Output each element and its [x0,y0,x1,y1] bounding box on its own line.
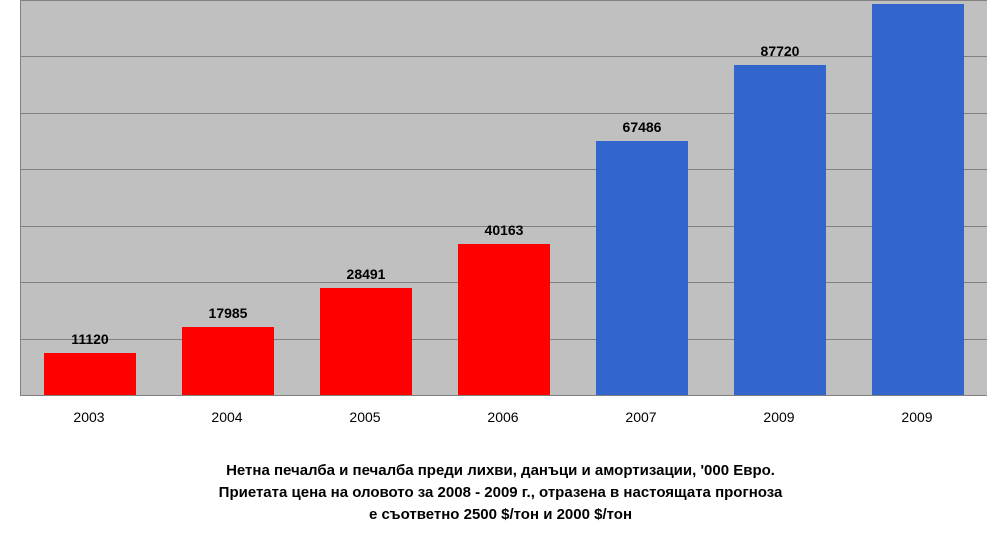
bar-fill [44,353,136,395]
caption-line-3: е съответно 2500 $/тон и 2000 $/тон [0,504,1001,526]
x-tick-label: 2009 [710,409,848,425]
bar-fill [458,244,550,395]
bar-value-label: 17985 [209,305,248,321]
bar-value-label: 40163 [485,222,524,238]
x-tick-label: 2003 [20,409,158,425]
chart-bar: 67486 [596,141,688,395]
grid-line [21,169,987,170]
caption-line-2: Приетата цена на оловото за 2008 - 2009 … [0,482,1001,504]
grid-line [21,56,987,57]
chart-bar: 28491 [320,288,412,395]
chart-caption: Нетна печалба и печалба преди лихви, дан… [0,460,1001,525]
grid-line [21,113,987,114]
bar-fill [320,288,412,395]
chart-bar: 11120 [44,353,136,395]
chart-bar: 40163 [458,244,550,395]
chart-plot-area: 11120 17985 28491 40163 67486 87720 [20,0,987,396]
grid-line [21,0,987,1]
bar-fill [182,327,274,395]
bar-fill [872,4,964,395]
bar-fill [734,65,826,395]
caption-line-1: Нетна печалба и печалба преди лихви, дан… [0,460,1001,482]
bar-value-label: 67486 [623,119,662,135]
chart-bar: 87720 [734,65,826,395]
bar-fill [596,141,688,395]
chart-bar [872,4,964,395]
x-tick-label: 2004 [158,409,296,425]
bar-value-label: 87720 [761,43,800,59]
x-tick-label: 2009 [848,409,986,425]
bar-value-label: 28491 [347,266,386,282]
bar-value-label: 11120 [71,331,108,347]
x-tick-label: 2005 [296,409,434,425]
chart-x-axis: 2003200420052006200720092009 [20,395,986,435]
x-tick-label: 2007 [572,409,710,425]
chart-bar: 17985 [182,327,274,395]
x-tick-label: 2006 [434,409,572,425]
